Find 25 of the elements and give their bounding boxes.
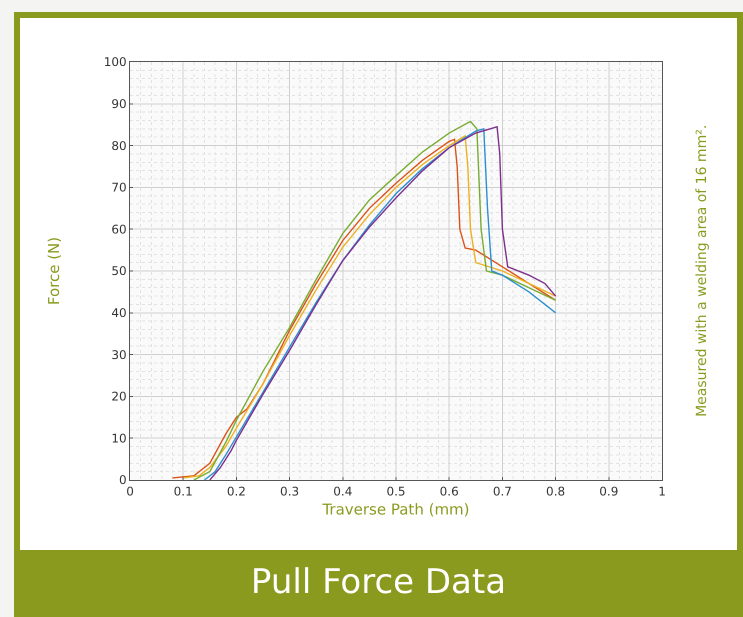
y-tick-label: 30 [111,348,127,362]
y-tick-label: 60 [111,222,127,236]
x-tick-label: 0.4 [333,484,352,498]
x-tick-label: 0.6 [440,484,459,498]
y-tick-label: 80 [111,138,127,153]
y-tick-label: 70 [111,180,127,195]
y-tick-label: 20 [111,390,127,404]
text: Pull Force Data [250,561,508,604]
x-tick-label: 0.2 [226,484,246,498]
x-tick-label: 1 [658,484,666,498]
x-tick-label: 0.5 [386,484,406,498]
text: Measured with a welding area of 16 mm². [694,124,710,417]
y-axis-title: Force (N) [44,236,63,306]
x-tick-label: 0.8 [546,484,566,498]
x-tick-label: 0.3 [280,484,300,498]
y-tick-label: 50 [111,264,127,278]
y-tick-label: 90 [111,97,127,111]
x-tick-label: 0.1 [174,484,193,498]
x-tick-label: 0.7 [492,484,512,498]
y-tick-label: 0 [118,473,127,488]
y-tick-label: 40 [111,306,127,320]
x-axis-title: Traverse Path (mm) [321,500,470,518]
y-tick-label: 100 [104,55,127,70]
x-tick-label: 0.9 [599,484,618,498]
y-tick-label: 10 [111,431,127,446]
